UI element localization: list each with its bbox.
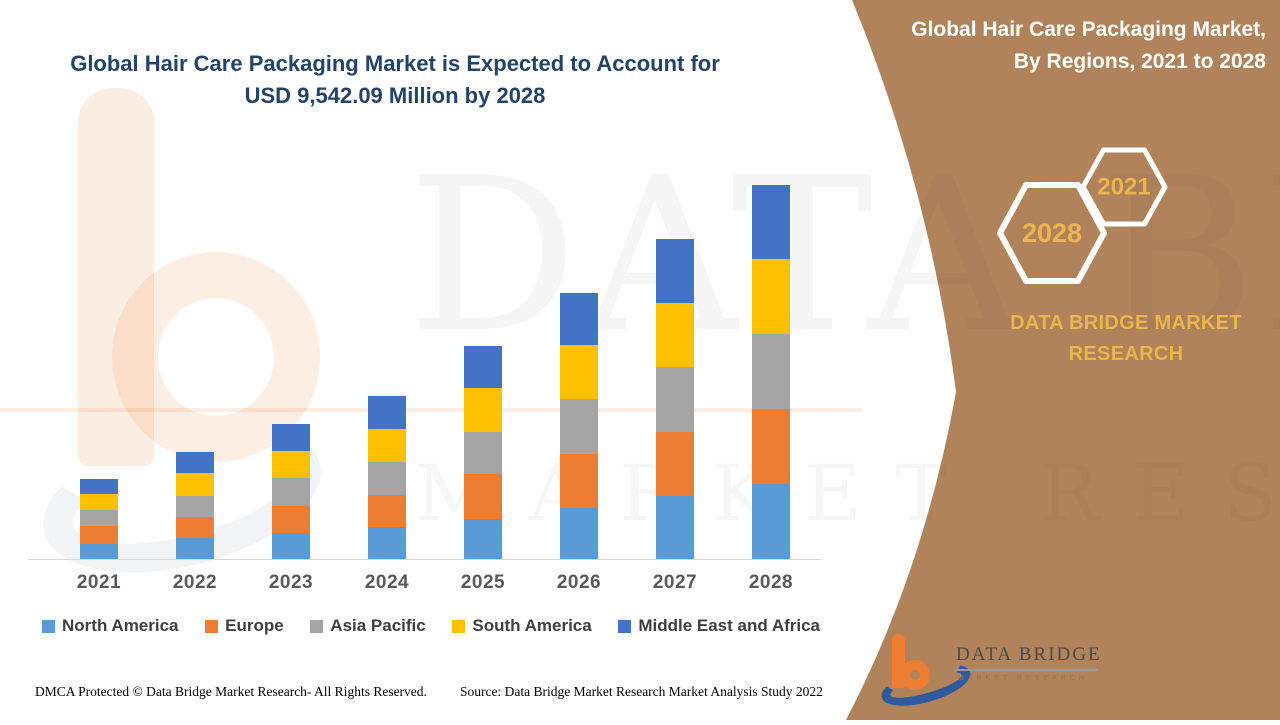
- bar-segment: [80, 525, 118, 544]
- bar-segment: [272, 477, 310, 507]
- legend-item: South America: [452, 616, 592, 636]
- bar-segment: [752, 484, 790, 560]
- legend-label: Europe: [225, 616, 284, 635]
- footer-dmca-text: DMCA Protected © Data Bridge Market Rese…: [35, 684, 427, 699]
- year-badges: 2028 2021: [997, 147, 1168, 284]
- x-tick-label: 2022: [172, 572, 218, 593]
- hexagon-2028-icon: [997, 182, 1107, 284]
- bar-column-2025: [435, 180, 531, 560]
- bar-column-2027: [627, 180, 723, 560]
- bar-segment: [656, 238, 694, 303]
- bar-segment: [752, 333, 790, 409]
- bar-segment: [464, 431, 502, 475]
- logo-textblock: DATA BRIDGE MARKET RESEARCH: [956, 644, 1102, 682]
- bar-segment: [272, 506, 310, 533]
- bar-segment: [176, 517, 214, 538]
- bar-column-2023: [243, 180, 339, 560]
- legend-swatch-icon: [205, 619, 219, 633]
- bar-segment: [464, 518, 502, 560]
- legend-label: Asia Pacific: [330, 616, 426, 635]
- right-panel-title-line1: Global Hair Care Packaging Market,: [911, 18, 1266, 41]
- bar-segment: [176, 473, 214, 497]
- plot-area: [51, 180, 819, 560]
- hexagon-2021-icon: [1080, 147, 1168, 227]
- bar-segment: [560, 345, 598, 400]
- bar-segment: [752, 408, 790, 485]
- bar-segment: [560, 399, 598, 455]
- legend-swatch-icon: [42, 619, 55, 633]
- right-panel-title: Global Hair Care Packaging Market, By Re…: [834, 14, 1266, 77]
- bar-column-2022: [147, 180, 243, 560]
- x-tick-label: 2023: [268, 572, 314, 593]
- right-panel-title-line2: By Regions, 2021 to 2028: [1013, 49, 1266, 73]
- bar-segment: [272, 532, 310, 560]
- bar-segment: [272, 424, 310, 451]
- bar-segment: [656, 367, 694, 432]
- bar-segment: [176, 538, 214, 560]
- bar-segment: [368, 527, 406, 560]
- x-axis-line: [28, 559, 822, 560]
- legend-swatch-icon: [310, 619, 324, 633]
- bar-segment: [368, 396, 406, 430]
- legend-label: Middle East and Africa: [638, 616, 820, 635]
- bar-column-2026: [531, 180, 627, 560]
- bar-segment: [560, 508, 598, 560]
- bar-segment: [368, 494, 406, 528]
- bar-segment: [560, 292, 598, 346]
- bar-segment: [176, 452, 214, 474]
- bar-segment: [752, 184, 790, 259]
- badge-2021-label: 2021: [1097, 174, 1150, 201]
- logo-b-bowl-icon: [900, 660, 930, 690]
- legend-swatch-icon: [452, 619, 466, 633]
- bar-segment: [80, 478, 118, 495]
- bar-column-2024: [339, 180, 435, 560]
- bar-segment: [368, 462, 406, 495]
- bar-segment: [464, 388, 502, 432]
- x-tick-label: 2027: [652, 572, 698, 593]
- bar-segment: [560, 454, 598, 509]
- x-axis-labels: 2021 2022 2023 2024 2025 2026 2027 2028: [51, 572, 819, 594]
- logo-subtext: MARKET RESEARCH: [958, 675, 1088, 682]
- bar-segment: [368, 429, 406, 463]
- x-tick-label: 2028: [748, 572, 794, 593]
- x-tick-label: 2025: [460, 572, 506, 593]
- x-tick-label: 2024: [364, 572, 410, 593]
- bar-segment: [80, 509, 118, 526]
- bar-column-2021: [51, 180, 147, 560]
- bar-segment: [752, 258, 790, 334]
- chart-legend: North America Europe Asia Pacific South Ame…: [42, 616, 820, 636]
- bar-segment: [656, 496, 694, 560]
- legend-item: North America: [42, 616, 179, 636]
- bar-column-2028: [723, 180, 819, 560]
- legend-item: Asia Pacific: [310, 616, 426, 636]
- bar-segment: [656, 302, 694, 368]
- bar-segment: [464, 474, 502, 519]
- logo-wordmark: DATA BRIDGE: [956, 644, 1102, 665]
- legend-item: Europe: [205, 616, 284, 636]
- x-tick-label: 2026: [556, 572, 602, 593]
- logo-underline: [956, 669, 1098, 671]
- bar-segment: [176, 496, 214, 518]
- legend-label: South America: [472, 616, 592, 635]
- databridge-logo: DATA BRIDGE MARKET RESEARCH: [877, 630, 1128, 715]
- brand-wordmark: DATA BRIDGE MARKET RESEARCH: [1010, 312, 1242, 365]
- bar-segment: [272, 450, 310, 478]
- bar-segment: [80, 543, 118, 560]
- legend-swatch-icon: [618, 619, 632, 633]
- bar-segment: [656, 431, 694, 497]
- legend-label: North America: [62, 616, 179, 635]
- bar-segment: [80, 494, 118, 510]
- x-tick-label: 2021: [76, 572, 122, 593]
- footer-source-text: Source: Data Bridge Market Research Mark…: [460, 684, 823, 699]
- page-title: Global Hair Care Packaging Market is Exp…: [70, 51, 720, 108]
- legend-item: Middle East and Africa: [618, 616, 820, 636]
- bar-segment: [464, 345, 502, 389]
- badge-2028-label: 2028: [1022, 218, 1082, 248]
